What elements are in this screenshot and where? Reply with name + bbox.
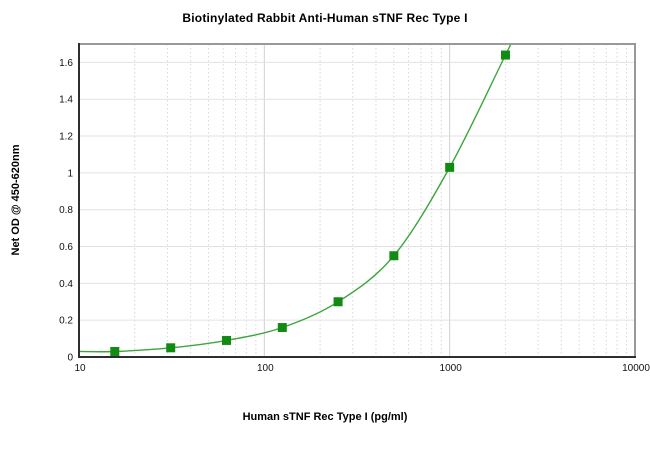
x-axis-label: Human sTNF Rec Type I (pg/ml)	[242, 411, 408, 423]
y-tick-label: 0.6	[59, 242, 73, 253]
y-tick-label: 0	[67, 353, 73, 364]
x-tick-label: 1000	[440, 363, 463, 374]
data-point-marker	[333, 297, 343, 307]
y-tick-label: 0.8	[59, 205, 73, 216]
chart-title: Biotinylated Rabbit Anti-Human sTNF Rec …	[182, 11, 468, 25]
x-tick-label: 10	[74, 363, 86, 374]
data-point-marker	[166, 343, 176, 353]
data-point-marker	[110, 346, 120, 356]
data-point-marker	[277, 323, 287, 333]
y-tick-label: 0.2	[59, 316, 73, 327]
y-tick-label: 0.4	[59, 279, 73, 290]
plot-background	[79, 44, 635, 357]
y-tick-label: 1	[67, 168, 73, 179]
data-point-marker	[445, 162, 455, 172]
y-tick-label: 1.6	[59, 58, 73, 69]
x-tick-label: 10000	[622, 363, 650, 374]
data-point-marker	[389, 251, 399, 261]
data-point-marker	[222, 335, 232, 345]
x-tick-label: 100	[257, 363, 274, 374]
data-point-marker	[500, 50, 510, 60]
y-tick-label: 1.4	[59, 95, 73, 106]
y-tick-label: 1.2	[59, 132, 73, 143]
